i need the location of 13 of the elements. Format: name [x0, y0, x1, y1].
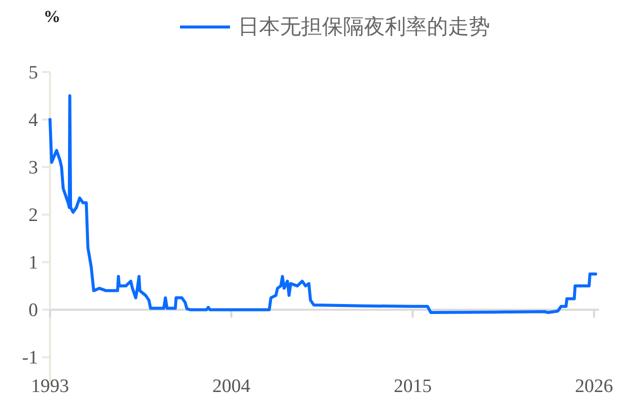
x-tick-label: 2026 — [575, 376, 614, 397]
y-tick-label: 5 — [28, 62, 38, 84]
y-tick-label: 2 — [28, 205, 38, 226]
y-tick-label: 0 — [28, 300, 38, 322]
y-tick-label: -1 — [22, 348, 38, 369]
x-tick-label: 2015 — [394, 376, 432, 397]
y-tick-label: 4 — [28, 110, 38, 131]
x-tick-label: 2004 — [212, 376, 251, 397]
y-tick-label: 3 — [28, 157, 38, 178]
y-axis-title: % — [44, 7, 60, 26]
legend-label: 日本无担保隔夜利率的走势 — [238, 16, 490, 38]
x-tick-label: 1993 — [31, 376, 69, 397]
y-tick-label: 1 — [28, 252, 38, 274]
